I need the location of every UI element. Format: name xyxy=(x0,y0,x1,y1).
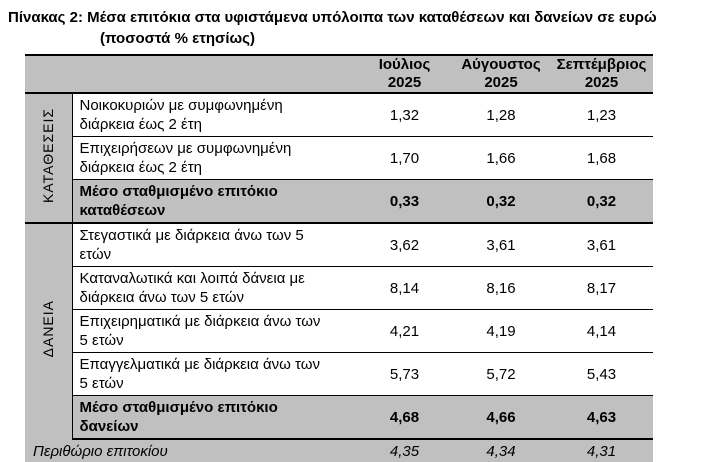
section-label-text: ΚΑΤΑΘΕΣΕΙΣ xyxy=(40,108,57,203)
header-month: Αύγουστος xyxy=(461,56,541,73)
value-september: 5,43 xyxy=(550,352,653,396)
value-july: 3,62 xyxy=(357,223,452,267)
section-label-loans: ΔΑΝΕΙΑ xyxy=(25,223,73,439)
table-row-loans-consumer: Καταναλωτικά και λοιπά δάνεια με διάρκει… xyxy=(25,266,653,310)
table-row-loans-business: Επιχειρηματικά με διάρκεια άνω των 5 ετώ… xyxy=(25,309,653,353)
row-description: Μέσο σταθμισμένο επιτόκιο καταθέσεων xyxy=(72,179,357,224)
value-august: 8,16 xyxy=(452,266,550,310)
table-row-loans-weighted-average: Μέσο σταθμισμένο επιτόκιο δανείων 4,68 4… xyxy=(25,395,653,440)
row-description: Μέσο σταθμισμένο επιτόκιο δανείων xyxy=(72,395,357,440)
table-row-deposits-corporations: Επιχειρήσεων με συμφωνημένη διάρκεια έως… xyxy=(25,136,653,180)
value-july: 1,70 xyxy=(357,136,452,180)
section-label-text: ΔΑΝΕΙΑ xyxy=(40,300,57,358)
row-description: Νοικοκυριών με συμφωνημένη διάρκεια έως … xyxy=(72,93,357,137)
value-september: 4,63 xyxy=(550,395,653,440)
table-row-deposits-households: ΚΑΤΑΘΕΣΕΙΣ Νοικοκυριών με συμφωνημένη δι… xyxy=(25,93,653,224)
table-row-interest-margin: Περιθώριο επιτοκίου 4,35 4,34 4,31 xyxy=(25,439,653,462)
value-august: 1,28 xyxy=(452,93,550,137)
value-september: 3,61 xyxy=(550,223,653,267)
table-title-line2: (ποσοστά % ετησίως) xyxy=(100,30,255,47)
value-july: 4,35 xyxy=(357,439,452,462)
table-title-line1: Πίνακας 2: Μέσα επιτόκια στα υφιστάμενα … xyxy=(8,9,657,26)
header-col-august: Αύγουστος 2025 xyxy=(452,54,550,94)
value-september: 0,32 xyxy=(550,179,653,224)
header-year: 2025 xyxy=(387,74,422,91)
table-row-loans-professional: Επαγγελματικά με διάρκεια άνω των 5 ετών… xyxy=(25,352,653,396)
header-row: Ιούλιος 2025 Αύγουστος 2025 Σεπτέμβριος … xyxy=(25,54,653,94)
header-month: Ιούλιος xyxy=(378,56,431,73)
row-description: Επαγγελματικά με διάρκεια άνω των 5 ετών xyxy=(72,352,357,396)
value-july: 8,14 xyxy=(357,266,452,310)
value-september: 1,68 xyxy=(550,136,653,180)
value-august: 5,72 xyxy=(452,352,550,396)
header-empty-cell xyxy=(25,54,357,94)
header-col-july: Ιούλιος 2025 xyxy=(357,54,452,94)
row-description: Επιχειρήσεων με συμφωνημένη διάρκεια έως… xyxy=(72,136,357,180)
header-year: 2025 xyxy=(484,74,518,91)
section-label-deposits: ΚΑΤΑΘΕΣΕΙΣ xyxy=(25,93,73,224)
table-row-loans-housing: ΔΑΝΕΙΑ Στεγαστικά με διάρκεια άνω των 5 … xyxy=(25,223,653,439)
footer-label: Περιθώριο επιτοκίου xyxy=(25,439,357,462)
header-month: Σεπτέμβριος xyxy=(556,56,647,73)
table-title: Πίνακας 2: Μέσα επιτόκια στα υφιστάμενα … xyxy=(0,0,726,49)
value-august: 0,32 xyxy=(452,179,550,224)
value-august: 4,34 xyxy=(452,439,550,462)
value-july: 4,68 xyxy=(357,395,452,440)
value-september: 4,31 xyxy=(550,439,653,462)
row-description: Καταναλωτικά και λοιπά δάνεια με διάρκει… xyxy=(72,266,357,310)
value-july: 1,32 xyxy=(357,93,452,137)
value-july: 0,33 xyxy=(357,179,452,224)
row-description: Επιχειρηματικά με διάρκεια άνω των 5 ετώ… xyxy=(72,309,357,353)
value-august: 1,66 xyxy=(452,136,550,180)
value-july: 5,73 xyxy=(357,352,452,396)
value-september: 4,14 xyxy=(550,309,653,353)
value-september: 8,17 xyxy=(550,266,653,310)
interest-rates-table: Ιούλιος 2025 Αύγουστος 2025 Σεπτέμβριος … xyxy=(25,54,653,462)
header-year: 2025 xyxy=(584,74,619,91)
value-august: 4,19 xyxy=(452,309,550,353)
value-august: 4,66 xyxy=(452,395,550,440)
value-july: 4,21 xyxy=(357,309,452,353)
header-col-september: Σεπτέμβριος 2025 xyxy=(550,54,653,94)
value-august: 3,61 xyxy=(452,223,550,267)
table-row-deposits-weighted-average: Μέσο σταθμισμένο επιτόκιο καταθέσεων 0,3… xyxy=(25,179,653,224)
row-description: Στεγαστικά με διάρκεια άνω των 5 ετών xyxy=(72,223,357,267)
value-september: 1,23 xyxy=(550,93,653,137)
